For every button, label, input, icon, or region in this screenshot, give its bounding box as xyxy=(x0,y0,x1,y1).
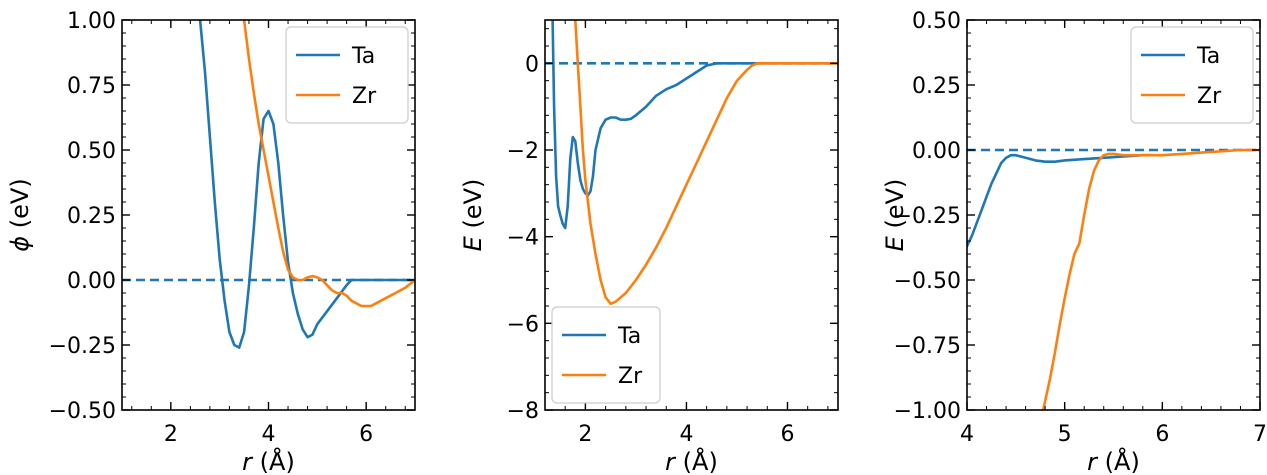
x-axis-symbol: r xyxy=(665,448,677,475)
y-tick-label: −6 xyxy=(507,312,539,337)
y-tick-label: −2 xyxy=(507,139,539,164)
series-line-zr xyxy=(573,20,838,306)
x-tick-label: 4 xyxy=(262,422,276,447)
series-line-zr xyxy=(1041,148,1260,410)
legend-label-ta: Ta xyxy=(351,44,375,69)
x-tick-label: 6 xyxy=(780,422,794,447)
legend-label-ta: Ta xyxy=(617,324,641,349)
y-axis-unit: (eV) xyxy=(459,179,487,237)
legend-box xyxy=(551,306,661,404)
y-tick-label: 0.00 xyxy=(912,139,961,164)
x-axis-unit: (Å) xyxy=(252,447,295,475)
y-tick-label: −0.50 xyxy=(894,269,961,294)
legend-box xyxy=(285,26,409,124)
x-axis-label: r (Å) xyxy=(242,447,295,475)
x-axis-symbol: r xyxy=(1087,448,1099,475)
series-line-ta xyxy=(967,153,1154,248)
x-tick-label: 2 xyxy=(164,422,178,447)
series-line-ta xyxy=(198,20,415,349)
x-axis-unit: (Å) xyxy=(1097,447,1140,475)
y-tick-label: 0.25 xyxy=(912,74,961,99)
y-tick-label: −1.00 xyxy=(894,399,961,424)
legend-label-ta: Ta xyxy=(1196,44,1220,69)
x-tick-label: 7 xyxy=(1253,422,1267,447)
y-tick-label: −0.25 xyxy=(894,204,961,229)
x-tick-label: 4 xyxy=(960,422,974,447)
series-line-zr xyxy=(242,20,415,308)
y-axis-unit: (eV) xyxy=(6,178,34,236)
y-axis-label: ϕ (eV) xyxy=(6,178,34,251)
x-tick-label: 6 xyxy=(1155,422,1169,447)
y-tick-label: 0.25 xyxy=(67,204,116,229)
legend-label-zr: Zr xyxy=(352,84,377,109)
x-tick-label: 2 xyxy=(578,422,592,447)
y-tick-label: −8 xyxy=(507,399,539,424)
series-line-ta xyxy=(551,20,838,230)
legend-label-zr: Zr xyxy=(618,364,643,389)
legend-label-zr: Zr xyxy=(1197,84,1222,109)
chart-panel-energy: 2 4 6 −8 −6 −4 −2 0 r (Å) E (eV) Ta Zr xyxy=(459,19,839,475)
axes-frame xyxy=(544,19,839,411)
x-axis-unit: (Å) xyxy=(675,447,718,475)
y-axis-symbol: E xyxy=(881,235,909,251)
chart-panel-energy-zoom: 4 5 6 7 −1.00 −0.75 −0.50 −0.25 0.00 0.25 0.50 r (Å… xyxy=(881,9,1267,475)
x-tick-label: 6 xyxy=(359,422,373,447)
y-axis-unit: (eV) xyxy=(881,179,909,237)
y-tick-label: 0.75 xyxy=(67,74,116,99)
x-axis-label: r (Å) xyxy=(665,447,718,475)
y-tick-label: −0.50 xyxy=(49,399,116,424)
y-tick-label: 0.00 xyxy=(67,269,116,294)
y-axis-symbol: E xyxy=(459,235,487,251)
y-axis-label: E (eV) xyxy=(459,179,487,252)
y-tick-label: 0.50 xyxy=(67,139,116,164)
legend-box xyxy=(1130,26,1254,124)
x-tick-label: 4 xyxy=(679,422,693,447)
legend: Ta Zr xyxy=(551,306,661,404)
x-axis-label: r (Å) xyxy=(1087,447,1140,475)
x-axis-symbol: r xyxy=(242,448,254,475)
y-axis-label: E (eV) xyxy=(881,179,909,252)
legend: Ta Zr xyxy=(1130,26,1254,124)
legend: Ta Zr xyxy=(285,26,409,124)
y-axis-symbol: ϕ xyxy=(6,236,34,252)
y-tick-label: 1.00 xyxy=(67,9,116,34)
y-tick-label: 0 xyxy=(525,52,539,77)
y-tick-label: −4 xyxy=(507,226,539,251)
x-tick-label: 5 xyxy=(1058,422,1072,447)
chart-panel-phi: 2 4 6 −0.50 −0.25 0.00 0.25 0.50 0.75 1.00 r (Å) ϕ … xyxy=(6,9,416,475)
y-tick-label: 0.50 xyxy=(912,9,961,34)
y-tick-label: −0.75 xyxy=(894,334,961,359)
y-tick-label: −0.25 xyxy=(49,334,116,359)
